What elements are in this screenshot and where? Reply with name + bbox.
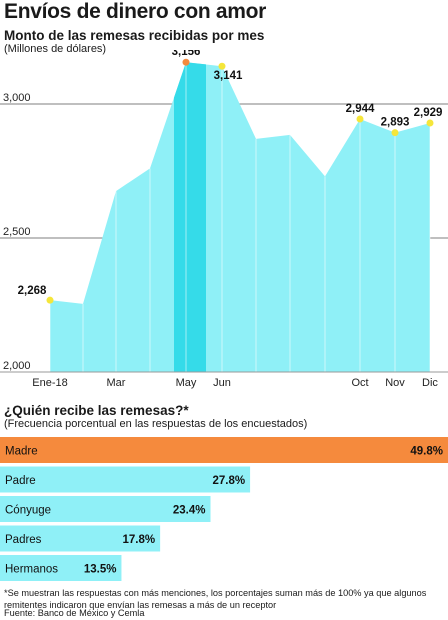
bar-padres	[0, 525, 161, 552]
line-chart-units: (Millones de dólares)	[4, 43, 107, 55]
bar-padre	[0, 466, 251, 493]
bar-category-label: Padre	[5, 475, 36, 487]
x-tick-label: Nov	[385, 377, 405, 389]
recipients-bar-chart: Madre 49.8% Padre 27.8% Cónyuge 23.4% Padres 17…	[0, 437, 448, 581]
highlight-band-may	[174, 62, 206, 372]
line-chart-title: Monto de las remesas recibidas por mes	[4, 28, 265, 43]
data-value-label: 3,141	[214, 70, 243, 82]
data-value-label: 3,156	[172, 50, 201, 58]
x-tick-label: Ene-18	[32, 377, 67, 389]
bar-category-label: Cónyuge	[5, 505, 51, 517]
remittances-area-chart: 2,000 2,500 3,000 2,268 3,156 3,141 2,944 2,89…	[0, 50, 448, 389]
data-point-marker	[182, 58, 190, 66]
bar-category-label: Padres	[5, 534, 42, 546]
data-value-label: 2,929	[414, 107, 443, 119]
bar-value-label: 27.8%	[212, 475, 245, 487]
x-tick-label: May	[176, 377, 197, 389]
bar-chart-subtitle: (Frecuencia porcentual en las respuestas…	[4, 418, 308, 430]
y-tick-label: 2,000	[3, 360, 31, 372]
bar-value-label: 23.4%	[173, 505, 206, 517]
data-point-marker	[426, 119, 434, 127]
data-value-label: 2,893	[381, 117, 410, 129]
bar-category-label: Madre	[5, 446, 38, 458]
data-value-label: 2,944	[346, 103, 375, 115]
x-tick-label: Dic	[422, 377, 438, 389]
data-point-marker	[356, 115, 364, 123]
data-point-marker	[391, 129, 399, 137]
bar-category-label: Hermanos	[5, 564, 58, 576]
x-tick-label: Oct	[351, 377, 368, 389]
bar-chart-title: ¿Quién recibe las remesas?*	[4, 403, 189, 418]
remittance-area	[50, 62, 430, 372]
source-note: Fuente: Banco de México y Cemla	[4, 608, 145, 618]
footnote: *Se muestran las respuestas con más menc…	[4, 588, 427, 610]
data-point-marker	[46, 296, 54, 304]
y-tick-label: 3,000	[3, 92, 31, 104]
bar-value-label: 17.8%	[123, 534, 156, 546]
bar-value-label: 13.5%	[84, 564, 117, 576]
bar-madre	[0, 437, 448, 463]
data-point-marker	[218, 62, 226, 70]
bar-cónyuge	[0, 496, 211, 522]
x-tick-label: Mar	[107, 377, 126, 389]
page-title: Envíos de dinero con amor	[4, 0, 267, 23]
x-tick-label: Jun	[213, 377, 231, 389]
bar-value-label: 49.8%	[410, 446, 443, 458]
data-value-label: 2,268	[18, 285, 47, 297]
y-tick-label: 2,500	[3, 226, 31, 238]
bar-hermanos	[0, 555, 122, 581]
